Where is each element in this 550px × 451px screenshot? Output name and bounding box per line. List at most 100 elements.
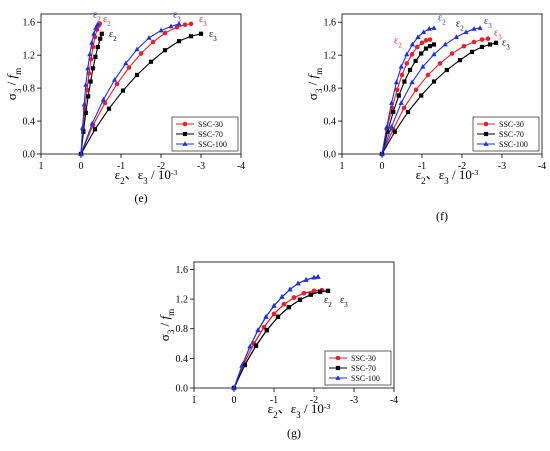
data-point-ssc-30 [281, 301, 287, 307]
data-point-ssc-100 [379, 151, 385, 156]
x-axis-label: ε2、ε3 / 10-3 [416, 167, 479, 186]
data-point-ssc-30 [301, 290, 307, 296]
data-point-ssc-70 [162, 48, 168, 53]
data-point-ssc-70 [88, 79, 93, 84]
curve-annotation: ε2 [103, 14, 111, 28]
data-point-ssc-70 [106, 106, 112, 111]
x-tick-label: -3 [350, 395, 358, 406]
plot-frame [341, 13, 543, 155]
data-point-ssc-70 [253, 343, 259, 348]
x-tick-label: -4 [390, 395, 398, 406]
chart-panel-g: 1 0 -1 -2 -3 -4 0.0 0.4 0.8 1.2 1.6 σ3 / fm ε2、ε3 / … [157, 261, 398, 440]
series-line-ssc-30-eps2 [233, 289, 323, 389]
legend-entry: SSC-30 [198, 120, 223, 129]
x-tick-label: -2 [310, 395, 318, 406]
x-tick-label: -1 [270, 395, 278, 406]
x-tick-label: 1 [340, 161, 345, 172]
data-point-ssc-70 [134, 72, 140, 78]
curve-annotation: ε3 [173, 9, 181, 23]
data-point-ssc-100 [87, 51, 93, 57]
data-point-ssc-30 [423, 38, 429, 43]
data-point-ssc-30 [425, 72, 431, 78]
x-tick-label: -2 [157, 161, 165, 172]
data-point-ssc-70 [402, 79, 407, 84]
data-point-ssc-70 [419, 93, 424, 98]
data-point-ssc-70 [419, 51, 424, 56]
series-line-ssc-70-eps2 [233, 290, 329, 389]
data-point-ssc-100 [255, 327, 261, 333]
x-axis-label: ε2、ε3 / 10-3 [268, 401, 331, 420]
y-tick-label: 1.2 [176, 295, 189, 306]
data-point-ssc-30 [394, 87, 400, 93]
legend-entry: SSC-70 [198, 130, 223, 139]
data-point-ssc-70 [396, 93, 401, 98]
data-point-ssc-100 [398, 63, 404, 69]
curve-annotation: ε2 [394, 36, 402, 50]
data-point-ssc-100 [420, 63, 426, 69]
data-point-ssc-100 [463, 29, 469, 35]
data-point-ssc-70 [405, 109, 411, 115]
y-tick-label: 0.4 [324, 117, 337, 128]
data-point-ssc-70 [392, 129, 397, 134]
data-point-ssc-70 [86, 94, 91, 99]
data-point-ssc-30 [461, 43, 467, 49]
chart-panel-f: 1 0 -1 -2 -3 -4 0.0 0.4 0.8 1.2 1.6 σ3 / fm ε2、ε3 / … [305, 13, 546, 223]
curve-annotation: ε3 [340, 295, 348, 309]
data-point-ssc-30 [114, 81, 120, 87]
data-point-ssc-100 [247, 343, 253, 349]
data-point-ssc-30 [90, 44, 96, 50]
data-point-ssc-70 [493, 40, 499, 45]
x-tick-label: -4 [538, 161, 546, 172]
data-point-ssc-70 [176, 39, 182, 44]
y-tick-label: 0.8 [324, 84, 337, 95]
data-point-ssc-100 [442, 41, 448, 47]
data-point-ssc-70 [81, 129, 86, 134]
data-point-ssc-70 [120, 88, 126, 93]
legend-marker [335, 355, 341, 361]
panel-label: (f) [436, 209, 448, 223]
data-point-ssc-30 [485, 36, 491, 42]
data-point-ssc-100 [89, 120, 95, 126]
data-point-ssc-100 [94, 21, 100, 27]
data-point-ssc-70 [286, 305, 291, 310]
y-axis-label: σ3 / fm [4, 68, 23, 100]
curve-annotation: ε2 [438, 13, 446, 27]
y-tick-label: 1.2 [23, 51, 36, 62]
panel-label: (e) [134, 191, 147, 205]
data-point-ssc-100 [81, 101, 87, 107]
series-line-ssc-100-eps2 [80, 24, 98, 155]
legend-entry: SSC-100 [198, 140, 227, 149]
legend-marker [182, 141, 188, 146]
curve-annotation: ε3 [199, 14, 207, 28]
data-point-ssc-70 [275, 314, 281, 319]
y-tick-label: 0.0 [176, 384, 189, 395]
data-point-ssc-70 [423, 46, 429, 51]
data-point-ssc-100 [415, 34, 421, 39]
data-point-ssc-30 [188, 21, 194, 27]
panel-label: (g) [287, 426, 301, 440]
data-point-ssc-30 [88, 56, 94, 62]
curve-annotation: ε3 [494, 27, 502, 41]
y-tick-label: 0.4 [23, 117, 36, 128]
curve-annotation: ε2 [456, 18, 464, 32]
data-point-ssc-30 [404, 61, 410, 66]
data-point-ssc-100 [404, 51, 410, 57]
data-point-ssc-30 [401, 105, 407, 111]
data-point-ssc-30 [409, 52, 415, 57]
x-tick-label: 1 [192, 395, 197, 406]
data-point-ssc-30 [419, 40, 425, 46]
data-point-ssc-30 [271, 311, 277, 317]
data-point-ssc-100 [231, 385, 237, 390]
legend-entry: SSC-100 [499, 140, 528, 149]
data-point-ssc-30 [126, 65, 132, 70]
data-point-ssc-30 [399, 72, 405, 78]
data-point-ssc-100 [393, 79, 399, 85]
data-point-ssc-100 [123, 60, 129, 66]
data-point-ssc-70 [457, 58, 463, 63]
data-point-ssc-30 [291, 295, 297, 300]
data-point-ssc-70 [242, 362, 247, 368]
data-point-ssc-30 [102, 100, 108, 106]
data-point-ssc-70 [391, 109, 396, 115]
x-tick-label: 1 [39, 161, 44, 172]
